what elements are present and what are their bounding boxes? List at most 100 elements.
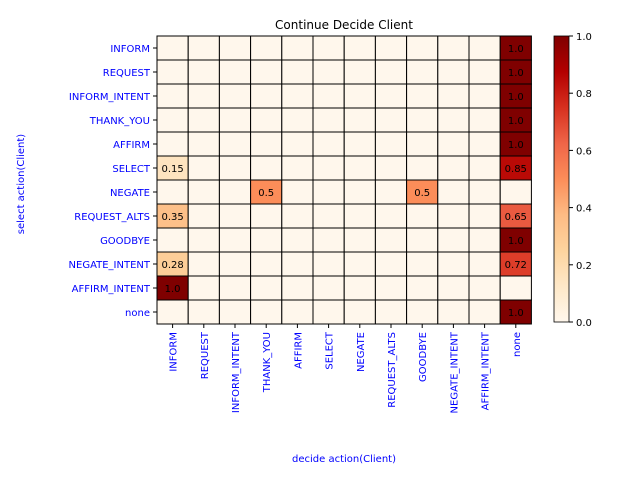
heatmap-cell [218, 107, 252, 133]
heatmap-cell [343, 227, 376, 253]
heatmap-cell [437, 203, 470, 229]
heatmap-cell [374, 107, 408, 133]
heatmap-cell [187, 203, 220, 229]
cell-value-label: 1.0 [508, 308, 524, 319]
x-tick-label: REQUEST [200, 331, 211, 379]
heatmap-cell [343, 251, 376, 277]
heatmap-cell [468, 299, 501, 325]
y-tick-label: REQUEST [103, 68, 151, 79]
cell-value-label: 1.0 [508, 236, 524, 247]
heatmap-cell [218, 35, 252, 61]
heatmap-cell [312, 131, 345, 157]
heatmap-cell [281, 83, 314, 109]
x-tick-label: AFFIRM_INTENT [481, 331, 492, 410]
heatmap-cell [250, 83, 283, 109]
cell-value-label: 0.28 [161, 260, 183, 271]
heatmap-cell [281, 251, 314, 277]
heatmap-cell [374, 83, 408, 109]
heatmap-cell [312, 155, 345, 181]
heatmap-cell [250, 299, 283, 325]
heatmap-cell [156, 83, 189, 109]
heatmap-cell [374, 35, 408, 61]
heatmap-cell [218, 179, 252, 205]
heatmap-cell [499, 251, 532, 277]
chart-title: Continue Decide Client [275, 18, 413, 32]
heatmap-cell [218, 227, 252, 253]
cell-value-label: 0.65 [505, 212, 527, 223]
heatmap-cell [187, 275, 220, 301]
heatmap-cell [343, 179, 376, 205]
heatmap-cell [187, 59, 220, 85]
y-tick-label: SELECT [112, 164, 151, 175]
heatmap-cell [281, 179, 314, 205]
colorbar-ticks: 0.0 0.2 0.4 0.6 0.8 1.0 [553, 32, 592, 329]
heatmap-cell [343, 131, 376, 157]
y-axis-label: select action(Client) [16, 134, 27, 235]
colorbar-tick-label: 0.6 [576, 146, 592, 157]
heatmap-cell [406, 275, 439, 301]
heatmap-cell [374, 155, 408, 181]
heatmap-cell [156, 227, 189, 253]
heatmap-cell [281, 35, 314, 61]
heatmap-cell [468, 203, 501, 229]
heatmap-cell [437, 59, 470, 85]
x-tick-label: AFFIRM [293, 332, 304, 369]
heatmap-cell [250, 59, 283, 85]
cell-value-label: 0.35 [161, 212, 183, 223]
heatmap-cell [468, 275, 501, 301]
heatmap-cell [281, 299, 314, 325]
heatmap-cell [468, 131, 501, 157]
heatmap-cell [468, 83, 501, 109]
heatmap-cell [156, 107, 189, 133]
heatmap-cell [156, 35, 189, 61]
x-tick-label: REQUEST_ALTS [387, 332, 398, 408]
heatmap-cell [312, 299, 345, 325]
heatmap-cell [437, 83, 470, 109]
y-tick-label: INFORM_INTENT [69, 92, 151, 103]
heatmap-cell [218, 131, 252, 157]
cell-value-label: 1.0 [508, 116, 524, 127]
heatmap-cell [406, 131, 439, 157]
heatmap-cell [218, 299, 252, 325]
heatmap-cell [281, 227, 314, 253]
heatmap-cell [468, 35, 501, 61]
heatmap-cell [343, 155, 376, 181]
y-tick-label: AFFIRM [113, 140, 150, 151]
heatmap-cell [437, 299, 470, 325]
x-tick-label: NEGATE_INTENT [449, 331, 460, 413]
colorbar-tick-label: 1.0 [576, 32, 592, 43]
heatmap-cell [187, 299, 220, 325]
heatmap-cell [187, 227, 220, 253]
x-tick-label: SELECT [325, 331, 336, 370]
heatmap-cell [406, 251, 439, 277]
x-tick-label: none [512, 332, 523, 357]
heatmap-cell [187, 179, 220, 205]
heatmap-cell [156, 299, 189, 325]
cell-value-label: 0.5 [258, 188, 274, 199]
heatmap-cell [343, 107, 376, 133]
heatmap-cell [343, 299, 376, 325]
heatmap-cell [374, 227, 408, 253]
heatmap-cell [218, 275, 252, 301]
colorbar-outline [553, 35, 570, 323]
heatmap-cell [437, 155, 470, 181]
heatmap-cell [406, 155, 439, 181]
heatmap-cell [187, 35, 220, 61]
y-tick-label: GOODBYE [100, 236, 150, 247]
y-tick-label: none [125, 308, 150, 319]
heatmap-cell [437, 227, 470, 253]
heatmap-cell [281, 107, 314, 133]
heatmap-cell [499, 227, 532, 253]
heatmap-cell [312, 275, 345, 301]
heatmap-cell [468, 251, 501, 277]
heatmap-cell [406, 107, 439, 133]
heatmap-cell [374, 179, 408, 205]
heatmap-cell [312, 251, 345, 277]
y-tick-label: THANK_YOU [89, 116, 150, 127]
heatmap-cell [281, 275, 314, 301]
heatmap-cell [499, 179, 532, 205]
x-tick-label: INFORM_INTENT [231, 331, 242, 413]
heatmap-cell [187, 107, 220, 133]
heatmap-cell [343, 275, 376, 301]
